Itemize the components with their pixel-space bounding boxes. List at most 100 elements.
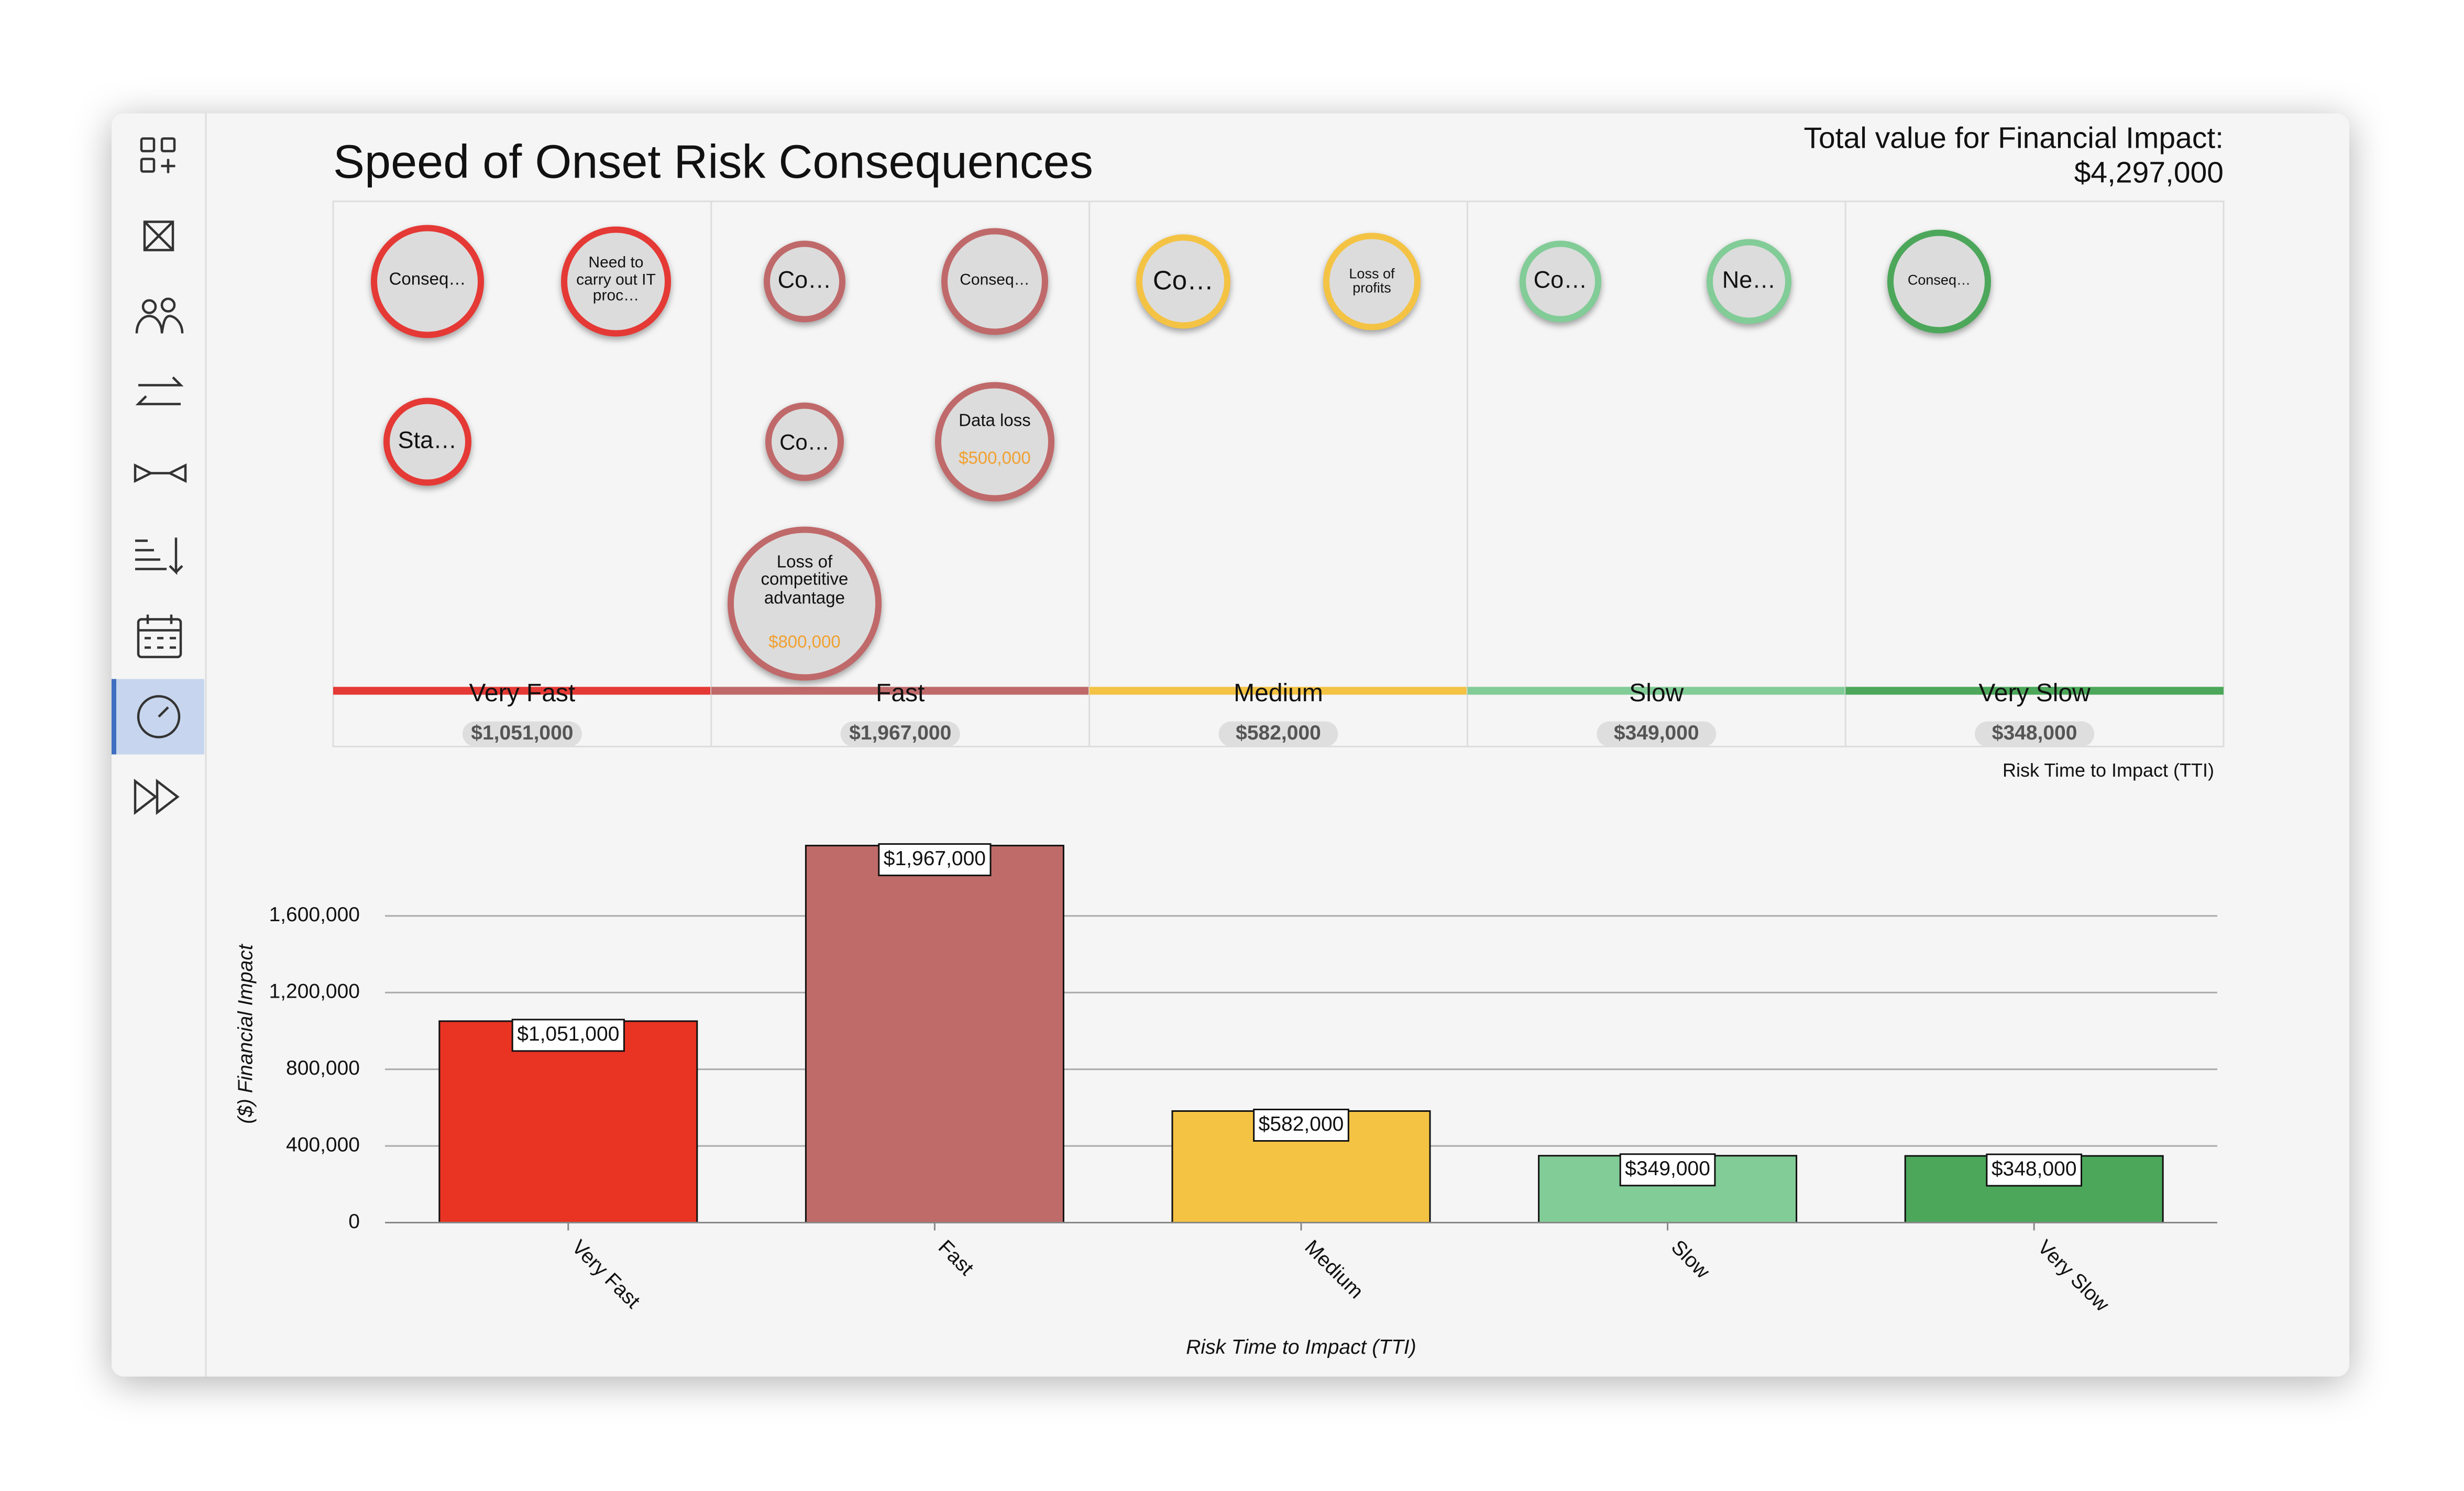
bubble-label[interactable]: Co…: [777, 267, 832, 294]
nav-icons[interactable]: [134, 137, 187, 815]
column-name: Very Fast: [469, 679, 576, 707]
active-nav[interactable]: [112, 679, 204, 755]
total-pill: [1597, 721, 1717, 747]
bubble-content: Conseq…: [1900, 242, 1978, 321]
total-label: Total value for Financial Impact:: [1803, 122, 2224, 155]
total-value: $4,297,000: [2074, 156, 2224, 190]
column-name: Medium: [1234, 679, 1323, 707]
y-tick-label: 400,000: [286, 1133, 360, 1156]
column-total: $582,000: [1236, 722, 1321, 744]
value-label-box: [1253, 1108, 1349, 1142]
bubble-label[interactable]: Conseq…: [389, 271, 466, 290]
active-indicator: [112, 679, 116, 755]
bubble-text: Co…: [1530, 251, 1590, 312]
bubble-label[interactable]: Conseq…: [1907, 272, 1971, 289]
bubble-content: Data loss $500,000: [950, 396, 1040, 487]
column-name: Slow: [1629, 679, 1684, 707]
risk-bubble: [728, 526, 882, 681]
value-label: $1,051,000: [517, 1023, 619, 1045]
total-pill: [462, 721, 582, 747]
y-axis-title: ($) Financial Impact: [234, 943, 257, 1124]
bubble-label[interactable]: Need to carry out IT proc…: [576, 255, 656, 306]
column-total: $1,967,000: [849, 722, 951, 744]
bubble-value: $800,000: [768, 633, 841, 652]
value-label: $582,000: [1259, 1113, 1344, 1135]
bubble-label[interactable]: Co…: [1533, 267, 1588, 294]
tti-label: Risk Time to Impact (TTI): [2003, 759, 2214, 781]
value-label: $349,000: [1625, 1157, 1710, 1180]
page-title: Speed of Onset Risk Consequences: [333, 136, 1093, 188]
column-color-bar: [1845, 687, 2224, 695]
bubble-label[interactable]: Co…: [1152, 266, 1214, 296]
bar: [805, 845, 1064, 1223]
column-total: $348,000: [1992, 722, 2077, 744]
column-color-bar: [711, 687, 1090, 695]
y-tick-label: 1,600,000: [269, 903, 360, 926]
bubble-content: Co…: [774, 251, 834, 312]
bubble-label[interactable]: Loss of competitive advantage: [761, 553, 849, 608]
bubble-content: Sta…: [395, 409, 460, 474]
total-pill: [840, 721, 960, 747]
risk-bubble: [941, 228, 1048, 335]
risk-bubble: [935, 382, 1054, 502]
value-label-box: [1619, 1153, 1716, 1187]
total-pill: [1975, 721, 2095, 747]
total-pill: [1218, 721, 1338, 747]
bubble-text: Co…: [774, 251, 834, 312]
column-color-bar: [1467, 687, 1846, 695]
risk-bubble: [1323, 233, 1421, 330]
bubble-label[interactable]: Sta…: [398, 427, 457, 455]
bubble-label[interactable]: Co…: [779, 428, 830, 454]
y-tick-label: 0: [348, 1210, 360, 1233]
value-label-box: [511, 1019, 625, 1052]
column-color-bar: [1089, 687, 1468, 695]
risk-bubble: [371, 225, 484, 338]
risk-bubble: [383, 397, 471, 486]
risk-bubble: [1136, 234, 1230, 329]
bubble-content: Conseq…: [384, 239, 470, 324]
risk-bubble: [561, 226, 671, 337]
bubble-content: Loss of profits: [1335, 245, 1408, 318]
bubble-text: Loss of profits: [1335, 245, 1408, 318]
column-color-bar: [333, 687, 711, 695]
column-total: $1,051,000: [471, 722, 573, 744]
bubble-text: Conseq…: [384, 239, 470, 324]
bubble-value: $500,000: [959, 450, 1031, 469]
value-label: $1,967,000: [884, 847, 986, 870]
bubble-content: Loss of competitive advantage $800,000: [745, 545, 864, 663]
bubble-label[interactable]: Loss of profits: [1349, 265, 1395, 296]
risk-bubble: [1707, 239, 1791, 324]
bubble-text: Need to carry out IT proc…: [575, 240, 657, 323]
bubble-content: Co…: [1530, 251, 1590, 312]
column-total: $349,000: [1614, 722, 1699, 744]
bubble-text: Co…: [776, 413, 833, 470]
bubble-text: Data loss $500,000: [950, 396, 1040, 487]
value-label-box: [1986, 1153, 2083, 1187]
bubble-text: Ne…: [1718, 250, 1780, 313]
bubble-text: Co…: [1148, 246, 1218, 316]
bubble-content: Conseq…: [954, 241, 1035, 322]
value-label-box: [878, 843, 992, 877]
x-axis-title: Risk Time to Impact (TTI): [1186, 1336, 1416, 1359]
column-name: Very Slow: [1978, 679, 2091, 707]
bubble-label[interactable]: Ne…: [1722, 267, 1776, 294]
risk-bubble: [764, 240, 845, 323]
column-name: Fast: [876, 679, 925, 707]
bubble-label[interactable]: Conseq…: [960, 271, 1030, 289]
bubble-content: Ne…: [1718, 250, 1780, 313]
y-tick-label: 1,200,000: [269, 980, 360, 1003]
bubble-content: Need to carry out IT proc…: [575, 240, 657, 323]
risk-bubble: [765, 402, 844, 481]
bubble-label[interactable]: Data loss: [959, 412, 1031, 431]
bubble-text: Loss of competitive advantage $800,000: [745, 545, 864, 663]
bubble-text: Conseq…: [1900, 242, 1978, 321]
bubble-content: Co…: [1148, 246, 1218, 316]
y-tick-label: 800,000: [286, 1057, 360, 1079]
bubble-content: Co…: [776, 413, 833, 470]
risk-bubble: [1887, 229, 1991, 334]
risk-bubble: [1520, 240, 1601, 323]
bubble-text: Sta…: [395, 409, 460, 474]
bubble-text: Conseq…: [954, 241, 1035, 322]
